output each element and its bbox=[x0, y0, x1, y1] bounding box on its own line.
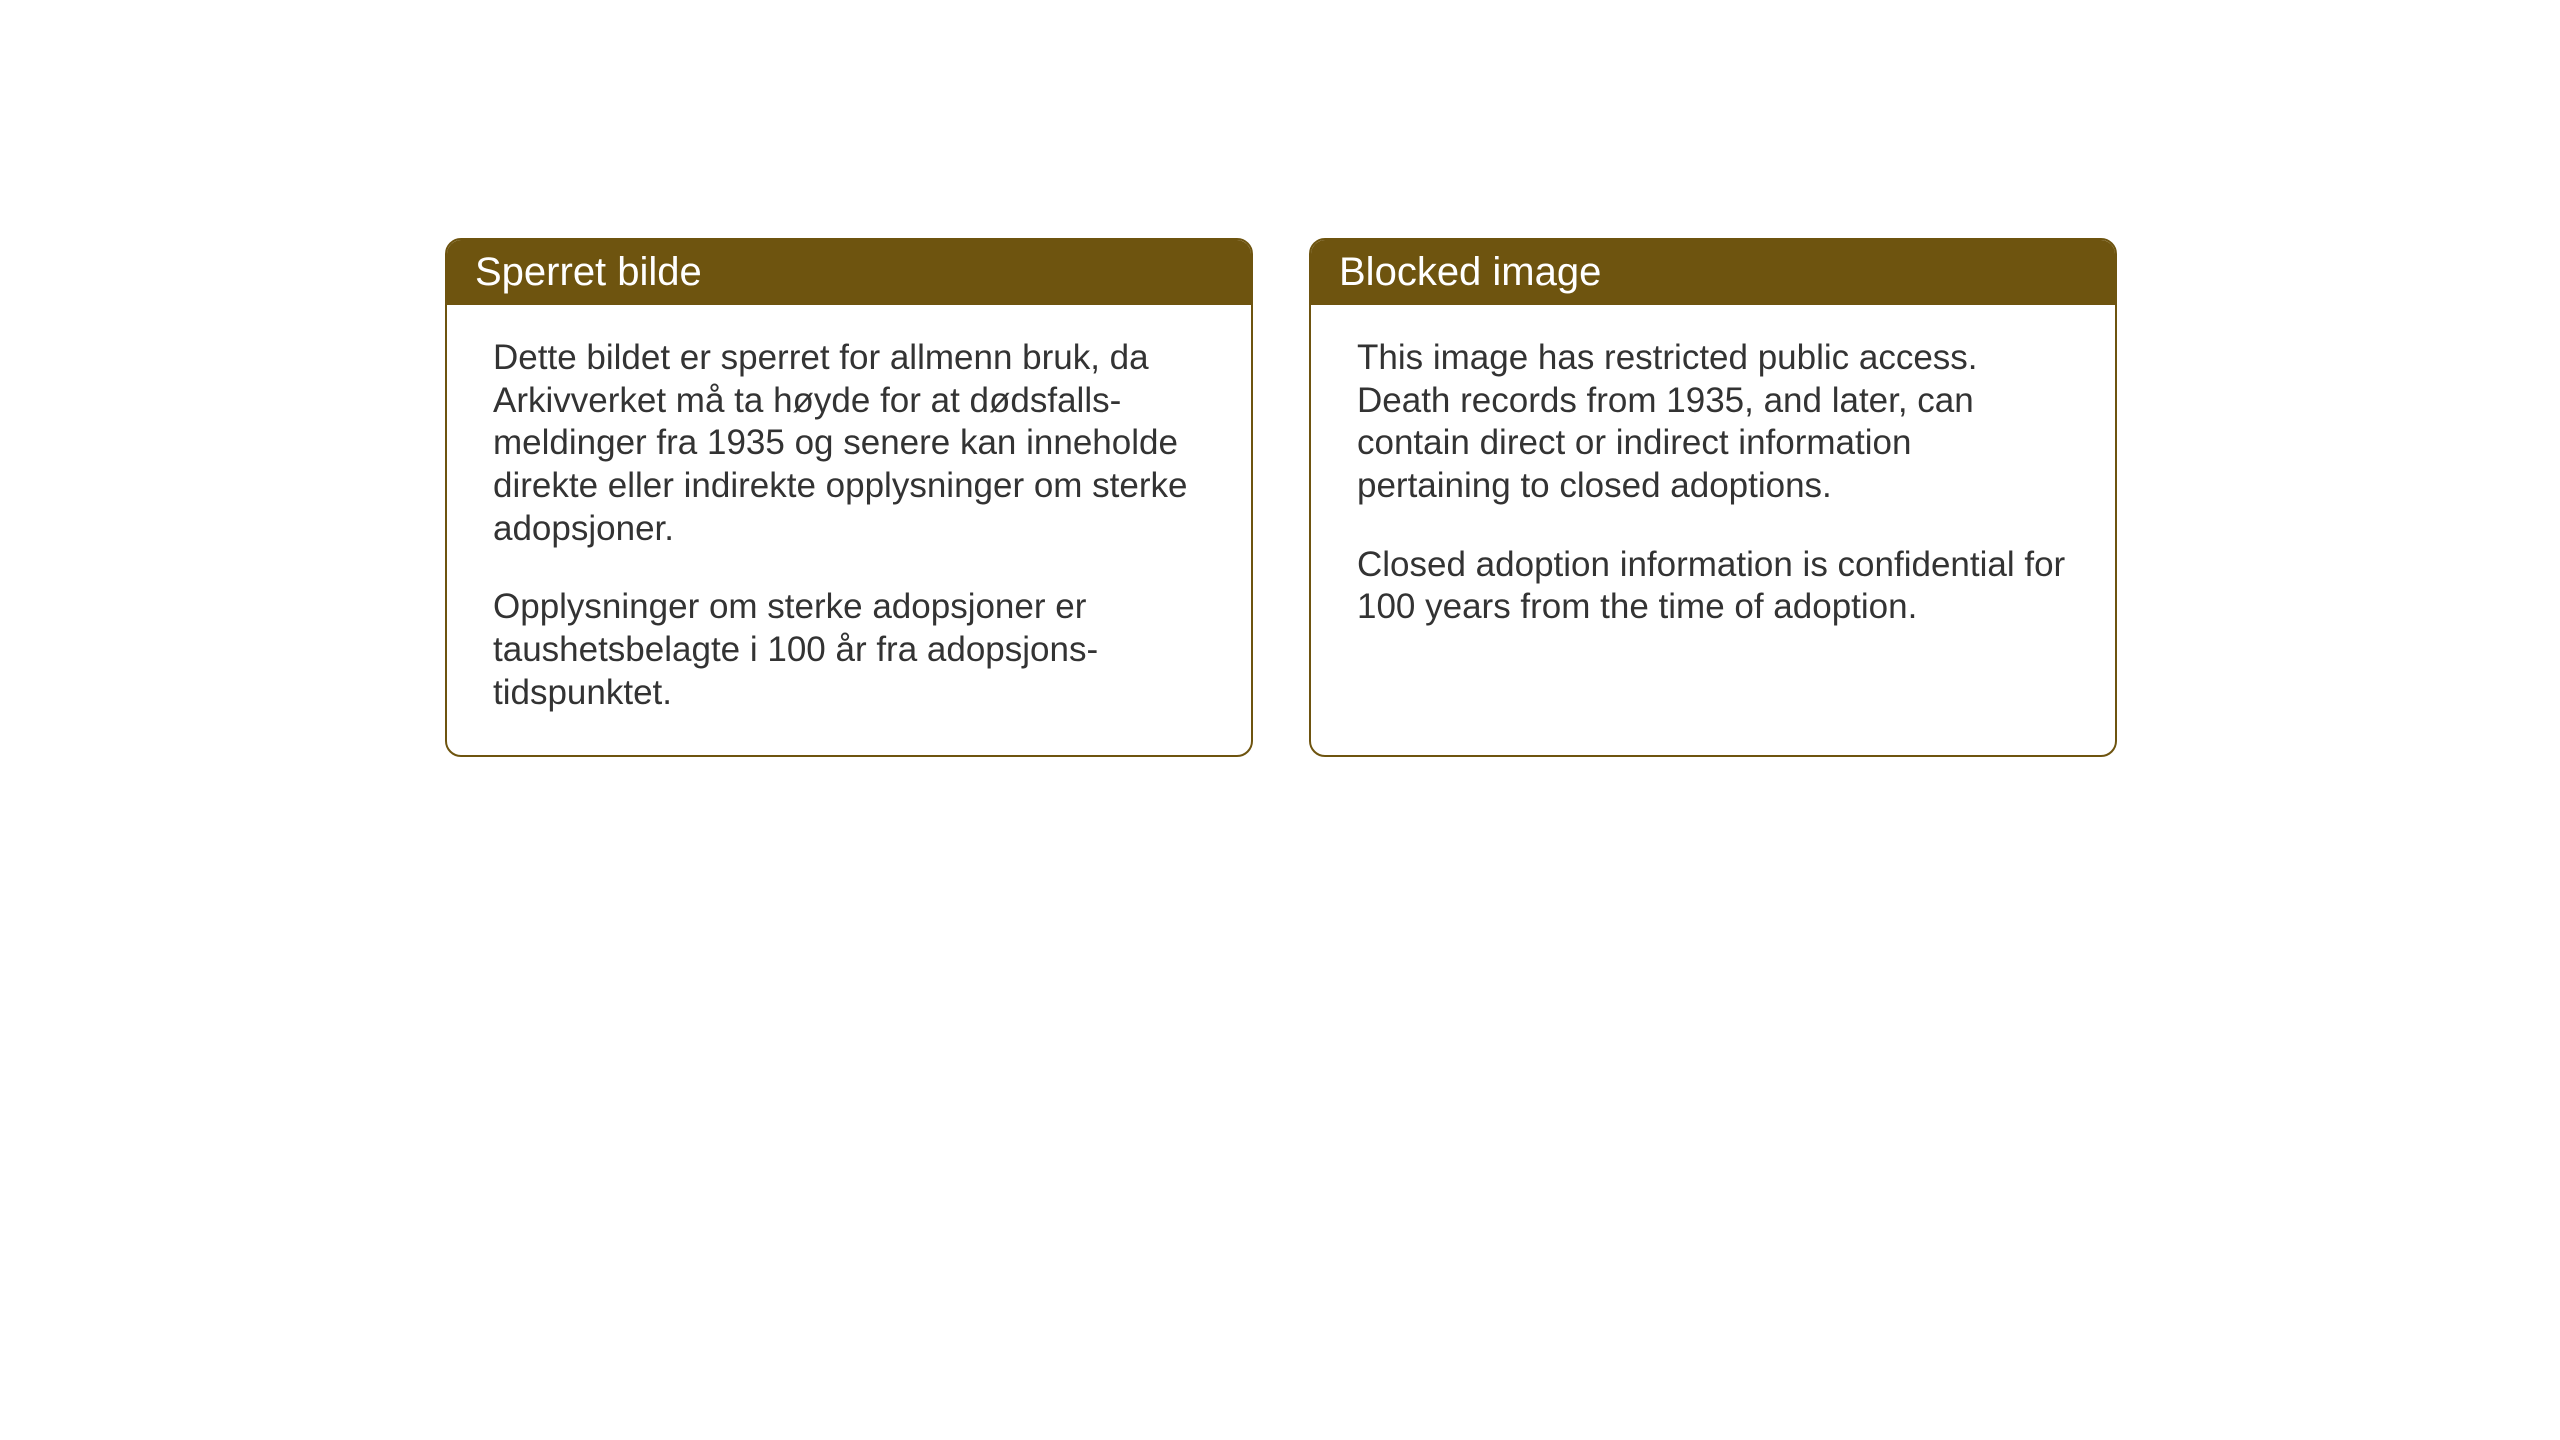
cards-container: Sperret bilde Dette bildet er sperret fo… bbox=[445, 238, 2117, 757]
english-card-body: This image has restricted public access.… bbox=[1311, 305, 2115, 669]
english-paragraph-2: Closed adoption information is confident… bbox=[1357, 544, 2069, 629]
english-card: Blocked image This image has restricted … bbox=[1309, 238, 2117, 757]
english-card-title: Blocked image bbox=[1311, 240, 2115, 305]
norwegian-card-title: Sperret bilde bbox=[447, 240, 1251, 305]
norwegian-paragraph-1: Dette bildet er sperret for allmenn bruk… bbox=[493, 337, 1205, 550]
norwegian-card-body: Dette bildet er sperret for allmenn bruk… bbox=[447, 305, 1251, 755]
english-paragraph-1: This image has restricted public access.… bbox=[1357, 337, 2069, 508]
norwegian-paragraph-2: Opplysninger om sterke adopsjoner er tau… bbox=[493, 586, 1205, 714]
norwegian-card: Sperret bilde Dette bildet er sperret fo… bbox=[445, 238, 1253, 757]
